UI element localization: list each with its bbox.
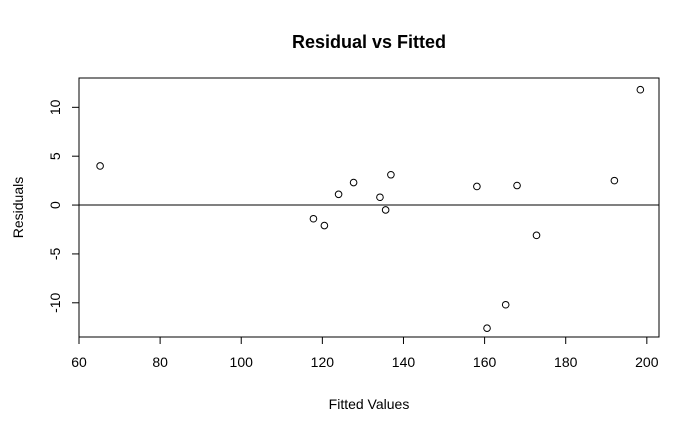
- data-point: [96, 162, 104, 170]
- y-tick-label: 10: [47, 99, 63, 115]
- chart-title: Residual vs Fitted: [292, 32, 446, 52]
- data-points: [96, 85, 645, 333]
- x-axis-label: Fitted Values: [329, 396, 410, 412]
- data-point: [501, 300, 510, 309]
- data-point: [483, 324, 491, 333]
- data-point: [387, 170, 395, 179]
- data-point: [349, 178, 358, 187]
- data-point: [381, 206, 390, 214]
- x-tick-label: 200: [635, 354, 659, 370]
- x-axis: 60 80 100 120 140 160 180 200: [71, 337, 659, 370]
- x-tick-label: 180: [554, 354, 578, 370]
- y-axis: -10 -5 0 5 10: [47, 99, 79, 313]
- data-point: [376, 193, 384, 202]
- y-tick-label: -5: [47, 247, 63, 260]
- x-tick-label: 160: [473, 354, 497, 370]
- x-tick-label: 120: [311, 354, 335, 370]
- data-point: [610, 176, 619, 185]
- data-point: [532, 231, 541, 240]
- data-point: [309, 214, 318, 223]
- data-point: [473, 182, 481, 191]
- x-tick-label: 140: [392, 354, 416, 370]
- plot-frame: [78, 77, 660, 338]
- x-tick-label: 100: [230, 354, 254, 370]
- y-tick-label: 0: [47, 201, 63, 209]
- data-point: [334, 190, 343, 199]
- x-tick-label: 60: [71, 354, 87, 370]
- x-tick-label: 80: [152, 354, 168, 370]
- y-tick-label: -10: [47, 292, 63, 312]
- y-axis-label: Residuals: [10, 177, 26, 238]
- y-tick-label: 5: [47, 152, 63, 160]
- data-point: [636, 85, 645, 94]
- data-point: [513, 181, 521, 190]
- data-point: [320, 221, 329, 230]
